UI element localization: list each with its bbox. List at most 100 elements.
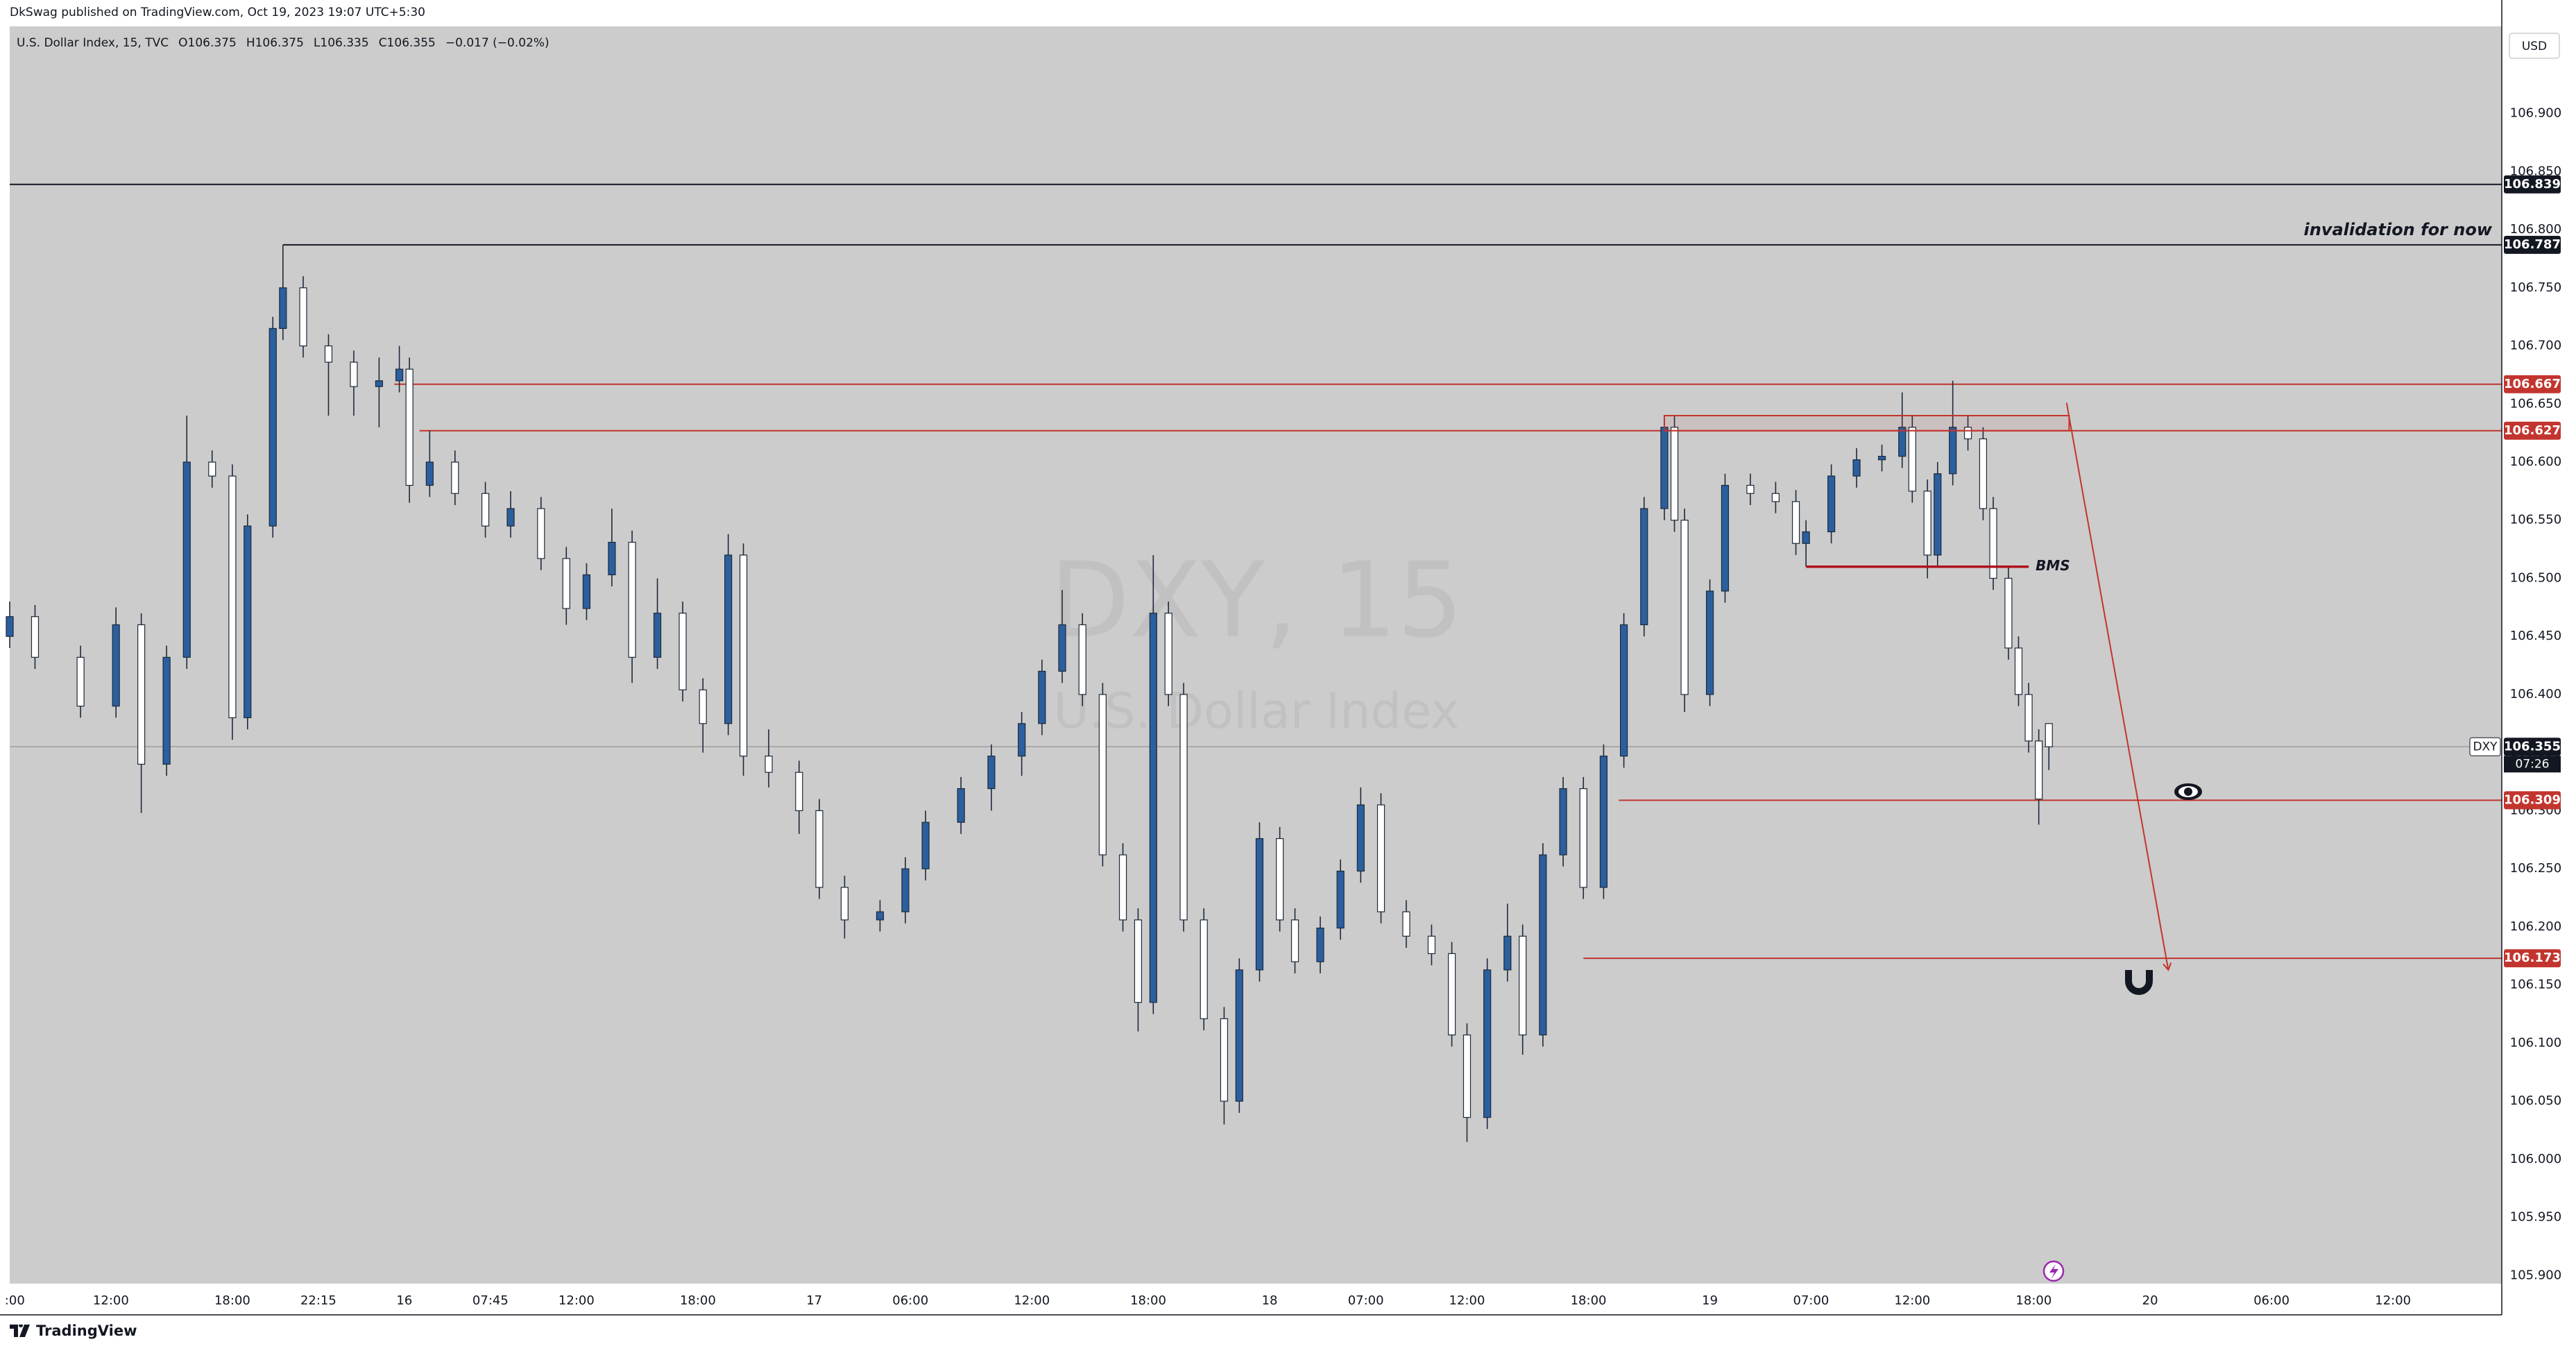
currency-button[interactable] [2509,33,2560,59]
candle-body [699,689,707,724]
x-tick-label: 12:00 [1449,1293,1485,1308]
candle-body [1356,804,1365,872]
y-tick-label: 106.000 [2510,1152,2561,1166]
level-price-label-box [2504,175,2561,194]
candle-body [244,525,252,719]
candle-body [76,656,85,707]
y-tick-label: 106.400 [2510,687,2561,701]
candle-body [375,380,384,387]
x-tick-label: 06:00 [2253,1293,2289,1308]
candle-body [1290,919,1299,962]
candle-body [1640,508,1648,626]
candle-body [739,554,748,757]
y-tick-label: 106.500 [2510,570,2561,585]
last-price-label-box [2504,738,2561,756]
candle-body [1402,911,1410,937]
candle-body [1078,624,1086,695]
candle-body [608,541,616,576]
x-tick-label: 18:00 [2015,1293,2052,1308]
y-tick-label: 106.700 [2510,339,2561,353]
candle-body [876,911,885,921]
last-price-label: 106.355 [2504,739,2561,754]
countdown-box [2504,756,2561,773]
range-box [1663,415,2070,432]
magnet-icon [2125,970,2153,995]
footer-label: TradingView [36,1322,137,1339]
candle-body [324,345,333,363]
y-tick-label: 106.850 [2510,164,2561,178]
candle-body [987,756,996,790]
candle-body [562,558,570,609]
countdown-label: 07:26 [2516,757,2550,771]
candle-body [840,887,849,921]
level-price-label-box [2504,421,2561,440]
candle-body [2035,740,2043,800]
footer-logo [10,1325,30,1337]
candle-body [1539,854,1547,1036]
y-tick-label: 106.450 [2510,629,2561,643]
legend: U.S. Dollar Index, 15, TVC O106.375 H106… [17,36,549,50]
candle-body [1852,459,1861,477]
level-price-label: 106.309 [2504,792,2561,807]
y-tick-label: 106.800 [2510,222,2561,237]
candle-body [1118,854,1127,921]
x-tick-label: 20 [2142,1293,2158,1308]
x-tick-label: 06:00 [892,1293,928,1308]
legend-low: L106.335 [313,36,369,50]
candle-body [350,361,358,387]
candle-body [2004,577,2013,649]
symbol-label: DXY [2473,740,2498,754]
candle-body [1058,624,1066,672]
candle-body [299,287,307,347]
candle-body [1220,1018,1229,1102]
candle-body [1680,520,1689,695]
legend-close: C106.355 [378,36,436,50]
y-tick-label: 106.900 [2510,106,2561,121]
candle-body [1164,613,1172,695]
eye-icon [2174,783,2202,800]
legend-change: −0.017 (−0.02%) [445,36,549,50]
candle-body [582,574,591,609]
legend-open: O106.375 [178,36,237,50]
currency-label[interactable]: USD [2522,40,2547,53]
candle-body [1427,935,1436,954]
level-price-label: 106.839 [2504,177,2561,192]
lightning-icon[interactable] [2042,1260,2065,1282]
candle-body [1660,427,1669,509]
legend-high: H106.375 [246,36,304,50]
candle-body [1559,788,1567,856]
candle-body [1462,1035,1472,1118]
x-tick-label: 07:00 [1348,1293,1384,1308]
x-tick-label: :00 [5,1293,25,1308]
candle-body [957,788,965,823]
candle-body [137,624,146,765]
candle-body [1963,427,1972,440]
candle-body [921,822,930,869]
candle-body [653,613,662,658]
candle-body [425,461,434,486]
candle-body [1670,427,1679,521]
symbol-box [2469,737,2501,756]
candle-body [1235,969,1243,1102]
candle-body [451,461,459,494]
candle-body [679,613,687,690]
candle-body [162,656,171,765]
projection-arrow [2065,402,2169,970]
y-tick-label: 106.600 [2510,454,2561,469]
candle-body [112,624,120,707]
y-tick-label: 106.150 [2510,978,2561,992]
candle-body [1038,670,1046,724]
candle-body [405,368,413,486]
x-tick-label: 18:00 [680,1293,716,1308]
y-tick-label: 106.250 [2510,861,2561,876]
y-tick-label: 106.550 [2510,513,2561,527]
level-price-label: 106.787 [2504,237,2561,252]
x-tick-label: 12:00 [558,1293,595,1308]
legend-name: U.S. Dollar Index, 15, TVC [17,36,169,50]
watermark-symbol: DXY, 15 [1050,541,1463,661]
candle-body [1376,804,1385,912]
y-tick-label: 106.050 [2510,1094,2561,1108]
candle-body [537,508,545,559]
